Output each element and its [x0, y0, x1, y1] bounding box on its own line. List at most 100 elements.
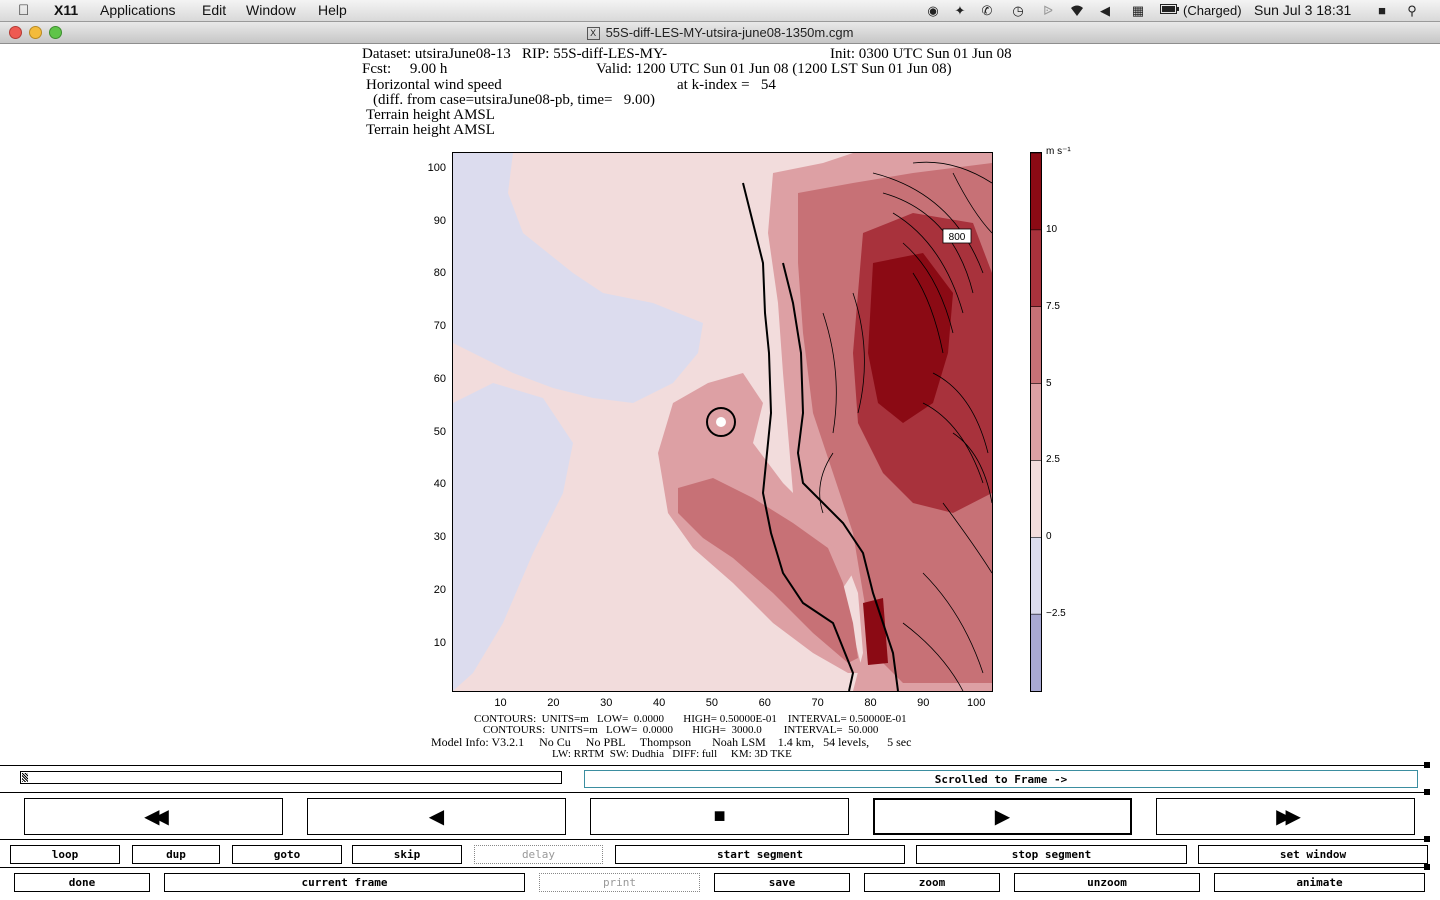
colorbar-tick-label: −2.5: [1046, 608, 1066, 620]
dup-button[interactable]: dup: [132, 845, 220, 864]
alien-status-icon[interactable]: ◉: [927, 3, 939, 18]
colorbar-svg: [1031, 152, 1041, 691]
menu-window[interactable]: Window: [246, 2, 296, 18]
network-status-icon[interactable]: ✦: [954, 3, 966, 18]
window-title-text: 55S-diff-LES-MY-utsira-june08-1350m.cgm: [605, 25, 854, 40]
pane-handle-4[interactable]: [1424, 864, 1430, 870]
colorbar-tick-label: 7.5: [1046, 300, 1060, 312]
panel-divider-4: [0, 867, 1428, 868]
unzoom-button[interactable]: unzoom: [1014, 873, 1200, 892]
header-field: Horizontal wind speed: [366, 77, 502, 93]
panel-divider-1: [0, 765, 1428, 766]
footer-contours-2: CONTOURS: UNITS=m LOW= 0.0000 HIGH= 3000…: [483, 724, 879, 736]
stop-segment-button[interactable]: stop segment: [916, 845, 1187, 864]
peak-south: [863, 598, 888, 665]
rewind-icon: ◀◀: [144, 806, 169, 828]
spotlight-search-icon[interactable]: ⚲: [1407, 3, 1417, 18]
coastline-contour-2: [782, 262, 899, 691]
colorbar-bin: [1031, 306, 1041, 384]
map-svg: 800: [453, 153, 992, 691]
x-tick-label: 30: [600, 697, 613, 709]
close-window-button[interactable]: [9, 26, 22, 39]
x-tick-label: 70: [811, 697, 824, 709]
contour-label-box: [942, 228, 972, 244]
colorbar-bin: [1031, 614, 1041, 691]
delay-button[interactable]: delay: [474, 845, 603, 864]
footer-physics: LW: RRTM SW: Dudhia DIFF: full KM: 3D TK…: [552, 748, 792, 760]
pane-handle-3[interactable]: [1424, 836, 1430, 842]
x-tick-label: 60: [758, 697, 771, 709]
x-tick-label: 40: [652, 697, 666, 709]
pane-handle-2[interactable]: [1424, 789, 1430, 795]
battery-icon[interactable]: [1160, 3, 1179, 18]
set-window-button[interactable]: set window: [1198, 845, 1428, 864]
user-icon[interactable]: ■: [1378, 3, 1386, 18]
skip-button[interactable]: skip: [352, 845, 462, 864]
x-tick-label: 50: [705, 697, 719, 709]
y-tick-label: 100: [427, 161, 446, 174]
step-back-button[interactable]: ◀: [307, 798, 566, 835]
header-fcst: Fcst: 9.00 h: [362, 61, 448, 77]
step-back-icon: ◀: [428, 806, 445, 828]
minimize-window-button[interactable]: [29, 26, 42, 39]
volume-icon[interactable]: ◀: [1100, 3, 1110, 18]
time-machine-icon[interactable]: ◷: [1012, 3, 1024, 18]
zoom-window-button[interactable]: [49, 26, 62, 39]
calendar-icon[interactable]: ▦: [1131, 3, 1145, 18]
y-tick-label: 80: [433, 267, 446, 280]
coastline-contour: [742, 182, 855, 691]
loop-button[interactable]: loop: [10, 845, 120, 864]
y-tick-label: 10: [433, 636, 446, 649]
play-button[interactable]: ▶: [873, 798, 1132, 835]
pane-handle-1[interactable]: [1424, 762, 1430, 768]
animate-button[interactable]: animate: [1214, 873, 1425, 892]
stop-icon: ■: [713, 805, 726, 827]
bluetooth-icon[interactable]: ᐉ: [1043, 3, 1053, 18]
scrollbar-thumb[interactable]: [22, 773, 28, 782]
y-tick-label: 70: [433, 320, 446, 333]
fast-forward-icon: ▶▶: [1276, 806, 1301, 828]
colorbar-tick-label: 0: [1046, 531, 1052, 543]
colorbar-bin: [1031, 537, 1041, 615]
terrain-contours: [819, 161, 992, 691]
menu-bar:  X11 Applications Edit Window Help ◉ ✦ …: [0, 0, 1440, 22]
wifi-icon[interactable]: [1068, 3, 1084, 18]
save-button[interactable]: save: [714, 873, 850, 892]
colorbar-bin: [1031, 153, 1041, 230]
play-icon: ▶: [994, 806, 1011, 828]
print-button[interactable]: print: [539, 873, 700, 892]
menu-applications[interactable]: Applications: [100, 2, 176, 18]
header-terrain-1: Terrain height AMSL: [366, 107, 495, 123]
menu-help[interactable]: Help: [318, 2, 347, 18]
stop-button[interactable]: ■: [590, 798, 849, 835]
negative-region-west: [453, 153, 703, 403]
zoom-button[interactable]: zoom: [864, 873, 1000, 892]
y-tick-label: 20: [433, 583, 446, 596]
footer-model-info: Model Info: V3.2.1 No Cu No PBL Thompson…: [431, 735, 912, 749]
colorbar-unit: m s⁻¹: [1046, 146, 1071, 157]
x11-window-icon: X: [586, 27, 600, 40]
island-center: [716, 417, 726, 427]
menu-app-x11[interactable]: X11: [54, 2, 79, 18]
phone-icon[interactable]: ✆: [981, 3, 993, 18]
y-tick-label: 50: [433, 425, 446, 438]
x-tick-label: 100: [966, 697, 986, 709]
panel-divider-3: [0, 839, 1428, 840]
y-tick-label: 40: [433, 478, 446, 491]
menu-edit[interactable]: Edit: [202, 2, 227, 18]
goto-button[interactable]: goto: [232, 845, 342, 864]
apple-menu-icon[interactable]: : [18, 2, 29, 19]
frame-scrollbar[interactable]: [20, 771, 562, 784]
done-button[interactable]: done: [14, 873, 150, 892]
colorbar-bin: [1031, 460, 1041, 538]
x-tick-label: 20: [547, 697, 560, 709]
current-frame-button[interactable]: current frame: [164, 873, 525, 892]
header-k-index: at k-index = 54: [677, 77, 776, 93]
fast-forward-button[interactable]: ▶▶: [1156, 798, 1415, 835]
positive-band-arc-inner: [678, 478, 858, 663]
start-segment-button[interactable]: start segment: [615, 845, 905, 864]
clock[interactable]: Sun Jul 3 18:31: [1254, 2, 1352, 18]
colorbar-bin: [1031, 383, 1041, 461]
rewind-button[interactable]: ◀◀: [24, 798, 283, 835]
window-title-bar[interactable]: X 55S-diff-LES-MY-utsira-june08-1350m.cgm: [0, 22, 1440, 44]
